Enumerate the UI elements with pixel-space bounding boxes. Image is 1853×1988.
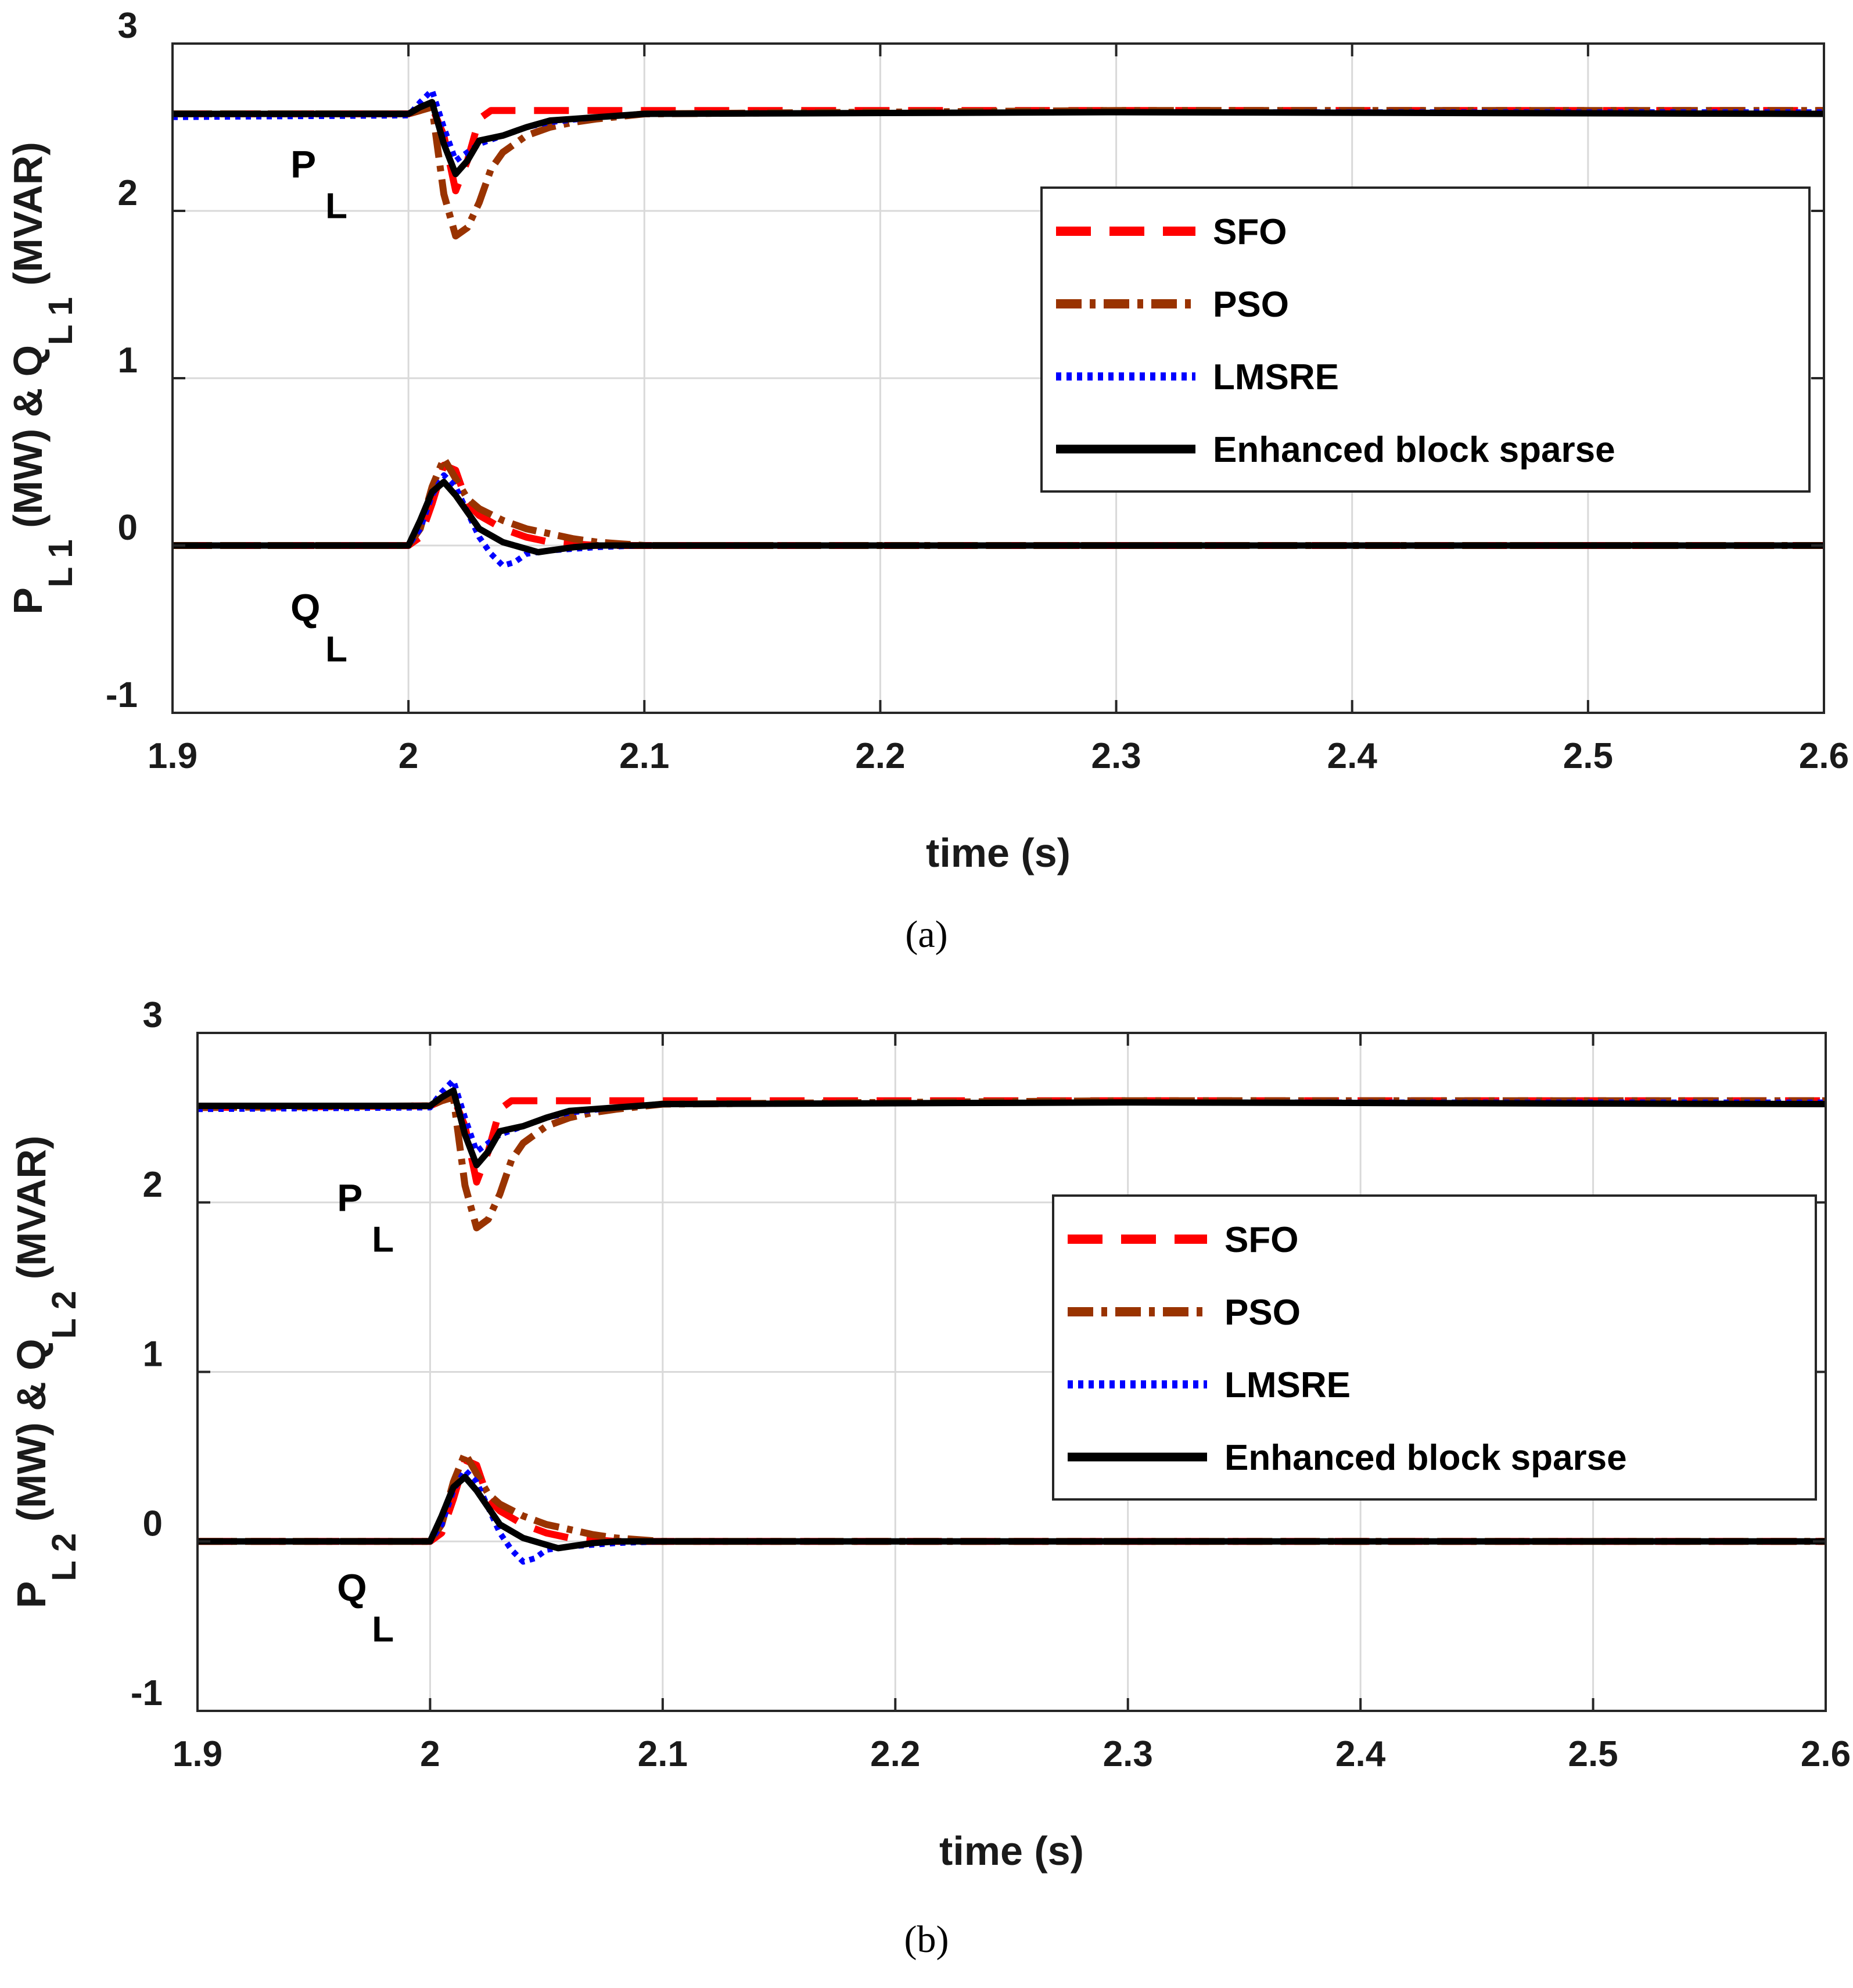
- x-tick-label: 2.2: [870, 1734, 920, 1774]
- x-tick-label: 1.9: [173, 1734, 222, 1774]
- y-tick-label: -1: [106, 675, 138, 715]
- series-line-enhanced-block-sparse-p: [197, 1087, 1826, 1169]
- y-axis-label-part: (MVAR): [5, 142, 51, 297]
- series-line-enhanced-block-sparse-q: [197, 1473, 1826, 1552]
- x-tick-label: 2.5: [1568, 1734, 1618, 1774]
- x-tick-label: 2.4: [1335, 1734, 1386, 1774]
- annotation-p-main: P: [337, 1176, 362, 1219]
- legend-label-enhanced-block-sparse: Enhanced block sparse: [1213, 430, 1615, 470]
- y-axis-label-part: P: [9, 1581, 54, 1609]
- series-line-enhanced-block-sparse-q: [173, 479, 1824, 555]
- x-axis-label: time (s): [939, 1828, 1084, 1874]
- y-tick-label: 2: [143, 1165, 163, 1205]
- series-line-sfo-p: [197, 1093, 1826, 1186]
- legend-label-pso: PSO: [1213, 285, 1289, 325]
- series-line-enhanced-block-sparse-p: [173, 99, 1825, 178]
- y-tick-label: 3: [143, 995, 163, 1035]
- annotation-q-sub: L: [325, 630, 347, 670]
- x-tick-label: 2.4: [1327, 736, 1378, 776]
- series-line-sfo-p: [173, 103, 1824, 195]
- y-axis-label-subscript: L 2: [45, 1291, 83, 1339]
- y-axis-label-part: (MW) & Q: [9, 1339, 54, 1533]
- x-tick-label: 2.3: [1103, 1734, 1153, 1774]
- x-tick-label: 2.3: [1091, 736, 1141, 776]
- y-tick-label: 2: [118, 173, 138, 213]
- y-tick-label: -1: [131, 1673, 163, 1713]
- annotation-q-main: Q: [337, 1566, 367, 1609]
- x-tick-label: 2.6: [1801, 1734, 1851, 1774]
- legend: SFO PSO LMSRE Enhanced block sparse: [1040, 186, 1811, 493]
- y-tick-label: 0: [118, 508, 138, 548]
- panel-caption: (a): [905, 913, 947, 956]
- x-axis-label: time (s): [926, 830, 1071, 875]
- x-tick-label: 2: [420, 1734, 440, 1774]
- annotation-p-sub: L: [325, 186, 347, 226]
- x-tick-label: 1.9: [148, 736, 197, 776]
- y-axis-label-part: (MW) & Q: [5, 345, 51, 539]
- y-tick-label: 1: [118, 340, 138, 381]
- y-tick-label: 3: [118, 6, 138, 46]
- x-tick-label: 2.6: [1799, 736, 1849, 776]
- legend-label-pso: PSO: [1224, 1293, 1301, 1333]
- x-tick-label: 2.1: [619, 736, 669, 776]
- legend-box: [1040, 186, 1811, 493]
- y-axis-label-part: (MVAR): [9, 1136, 54, 1291]
- legend-box: [1052, 1194, 1817, 1501]
- y-axis-label-part: P: [5, 587, 51, 615]
- annotation-p-sub: L: [372, 1219, 394, 1259]
- y-axis-label-subscript: L 1: [42, 539, 80, 587]
- legend-label-sfo: SFO: [1213, 212, 1287, 252]
- legend-label-lmsre: LMSRE: [1224, 1365, 1351, 1405]
- y-axis-label-subscript: L 1: [42, 297, 80, 345]
- x-tick-label: 2.5: [1563, 736, 1613, 776]
- x-tick-label: 2.1: [638, 1734, 688, 1774]
- y-axis-label: PL 2 (MW) & QL 2 (MVAR): [9, 1136, 83, 1609]
- legend: SFO PSO LMSRE Enhanced block sparse: [1052, 1194, 1817, 1501]
- legend-label-sfo: SFO: [1224, 1220, 1298, 1260]
- y-axis-label-subscript: L 2: [45, 1533, 83, 1581]
- y-axis-label: PL 1 (MW) & QL 1 (MVAR): [5, 142, 80, 615]
- x-tick-label: 2: [398, 736, 418, 776]
- y-tick-label: 1: [143, 1334, 163, 1375]
- panel-caption: (b): [904, 1918, 949, 1961]
- series-line-sfo-q: [197, 1456, 1826, 1545]
- legend-label-lmsre: LMSRE: [1213, 357, 1339, 397]
- x-tick-label: 2.2: [855, 736, 905, 776]
- annotation-p-main: P: [290, 142, 316, 185]
- annotation-q-sub: L: [372, 1609, 394, 1649]
- y-tick-label: 0: [143, 1503, 163, 1544]
- legend-label-enhanced-block-sparse: Enhanced block sparse: [1224, 1438, 1627, 1478]
- annotation-q-main: Q: [290, 586, 320, 629]
